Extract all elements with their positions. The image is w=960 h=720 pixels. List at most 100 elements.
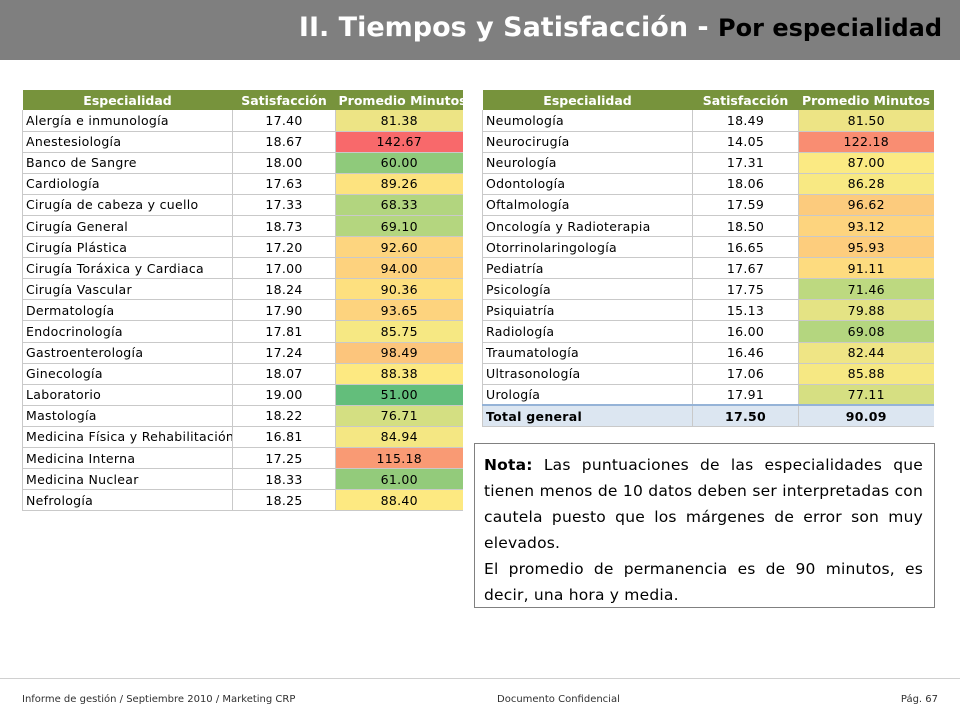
cell-promedio-minutos: 94.00 — [335, 257, 463, 280]
cell-satisfaccion: 18.22 — [232, 405, 336, 427]
cell-especialidad: Nefrología — [22, 489, 233, 512]
table-row: Cirugía Toráxica y Cardiaca 17.00 94.00 — [22, 257, 463, 280]
cell-especialidad: Laboratorio — [22, 384, 233, 406]
table-row: Oftalmología 17.59 96.62 — [482, 194, 934, 216]
cell-especialidad: Odontología — [482, 173, 693, 195]
page-title-main: II. Tiempos y Satisfacción - — [298, 12, 719, 43]
cell-satisfaccion: 17.20 — [232, 236, 336, 259]
cell-especialidad: Cardiología — [22, 173, 233, 195]
table-row: Nefrología 18.25 88.40 — [22, 489, 463, 512]
column-header-satisfaccion: Satisfacción — [232, 90, 336, 110]
cell-promedio-minutos: 89.26 — [335, 173, 463, 195]
table-row: Radiología 16.00 69.08 — [482, 320, 934, 343]
table-row: Gastroenterología 17.24 98.49 — [22, 342, 463, 364]
cell-promedio-minutos: 82.44 — [798, 342, 934, 364]
cell-especialidad: Medicina Nuclear — [22, 468, 233, 491]
total-satisfaccion: 17.50 — [692, 404, 799, 427]
table-row: Urología 17.91 77.11 — [482, 384, 934, 406]
cell-satisfaccion: 18.50 — [692, 215, 799, 238]
cell-especialidad: Alergía e inmunología — [22, 110, 233, 132]
note-paragraph-2: El promedio de permanencia es de 90 minu… — [484, 560, 923, 604]
table-row: Ginecología 18.07 88.38 — [22, 363, 463, 385]
table-row: Cirugía de cabeza y cuello 17.33 68.33 — [22, 194, 463, 216]
cell-promedio-minutos: 79.88 — [798, 299, 934, 322]
total-promedio: 90.09 — [798, 404, 934, 427]
cell-promedio-minutos: 88.40 — [335, 489, 463, 512]
table-row: Laboratorio 19.00 51.00 — [22, 384, 463, 406]
table-row: Medicina Nuclear 18.33 61.00 — [22, 468, 463, 491]
cell-especialidad: Medicina Física y Rehabilitación — [22, 426, 233, 449]
cell-especialidad: Oncología y Radioterapia — [482, 215, 693, 238]
cell-satisfaccion: 17.91 — [692, 384, 799, 406]
total-label: Total general — [482, 404, 693, 427]
footer-page-number: Pág. 67 — [900, 694, 938, 705]
cell-promedio-minutos: 51.00 — [335, 384, 463, 406]
cell-promedio-minutos: 92.60 — [335, 236, 463, 259]
cell-promedio-minutos: 71.46 — [798, 278, 934, 301]
cell-promedio-minutos: 76.71 — [335, 405, 463, 427]
cell-especialidad: Banco de Sangre — [22, 152, 233, 174]
total-row: Total general 17.50 90.09 — [482, 404, 934, 427]
cell-satisfaccion: 18.33 — [232, 468, 336, 491]
cell-especialidad: Ultrasonología — [482, 363, 693, 385]
table-row: Ultrasonología 17.06 85.88 — [482, 363, 934, 385]
cell-especialidad: Cirugía de cabeza y cuello — [22, 194, 233, 216]
cell-satisfaccion: 17.75 — [692, 278, 799, 301]
table-row: Neurología 17.31 87.00 — [482, 152, 934, 174]
cell-promedio-minutos: 88.38 — [335, 363, 463, 385]
table-row: Cirugía Plástica 17.20 92.60 — [22, 236, 463, 259]
cell-satisfaccion: 17.67 — [692, 257, 799, 280]
cell-especialidad: Oftalmología — [482, 194, 693, 216]
cell-especialidad: Dermatología — [22, 299, 233, 322]
table-row: Endocrinología 17.81 85.75 — [22, 320, 463, 343]
table-row: Cirugía General 18.73 69.10 — [22, 215, 463, 238]
cell-satisfaccion: 17.40 — [232, 110, 336, 132]
table-row: Alergía e inmunología 17.40 81.38 — [22, 110, 463, 132]
cell-promedio-minutos: 81.50 — [798, 110, 934, 132]
cell-promedio-minutos: 142.67 — [335, 131, 463, 153]
cell-especialidad: Psicología — [482, 278, 693, 301]
cell-satisfaccion: 17.25 — [232, 447, 336, 470]
specialty-table-right: Especialidad Satisfacción Promedio Minut… — [482, 90, 934, 427]
table-row: Odontología 18.06 86.28 — [482, 173, 934, 195]
cell-satisfaccion: 16.65 — [692, 236, 799, 259]
note-paragraph-1: Nota: Las puntuaciones de las especialid… — [484, 452, 923, 556]
cell-satisfaccion: 17.90 — [232, 299, 336, 322]
cell-satisfaccion: 14.05 — [692, 131, 799, 153]
cell-especialidad: Psiquiatría — [482, 299, 693, 322]
footer-center-text: Documento Confidencial — [497, 694, 620, 705]
table-row: Psicología 17.75 71.46 — [482, 278, 934, 301]
note-text-1: Las puntuaciones de las especialidades q… — [484, 456, 923, 552]
cell-especialidad: Cirugía Toráxica y Cardiaca — [22, 257, 233, 280]
page-title: II. Tiempos y Satisfacción - Por especia… — [299, 12, 942, 43]
table-row: Traumatología 16.46 82.44 — [482, 342, 934, 364]
table-row: Anestesiología 18.67 142.67 — [22, 131, 463, 153]
cell-especialidad: Anestesiología — [22, 131, 233, 153]
cell-promedio-minutos: 77.11 — [798, 384, 934, 406]
cell-promedio-minutos: 93.65 — [335, 299, 463, 322]
note-label: Nota: — [484, 456, 533, 474]
cell-especialidad: Traumatología — [482, 342, 693, 364]
cell-promedio-minutos: 69.08 — [798, 320, 934, 343]
page-title-sub: Por especialidad — [718, 14, 942, 42]
cell-promedio-minutos: 69.10 — [335, 215, 463, 238]
cell-promedio-minutos: 96.62 — [798, 194, 934, 216]
cell-especialidad: Medicina Interna — [22, 447, 233, 470]
cell-promedio-minutos: 87.00 — [798, 152, 934, 174]
cell-satisfaccion: 18.67 — [232, 131, 336, 153]
cell-satisfaccion: 18.06 — [692, 173, 799, 195]
table-row: Medicina Interna 17.25 115.18 — [22, 447, 463, 470]
table-header-row: Especialidad Satisfacción Promedio Minut… — [22, 90, 467, 110]
footer-divider — [0, 678, 960, 679]
column-header-especialidad: Especialidad — [22, 90, 233, 110]
cell-especialidad: Cirugía General — [22, 215, 233, 238]
cell-promedio-minutos: 85.88 — [798, 363, 934, 385]
cell-promedio-minutos: 85.75 — [335, 320, 463, 343]
cell-promedio-minutos: 98.49 — [335, 342, 463, 364]
cell-especialidad: Cirugía Plástica — [22, 236, 233, 259]
cell-satisfaccion: 18.00 — [232, 152, 336, 174]
column-header-promedio: Promedio Minutos — [798, 90, 934, 110]
cell-satisfaccion: 18.24 — [232, 278, 336, 301]
cell-especialidad: Endocrinología — [22, 320, 233, 343]
cell-satisfaccion: 18.49 — [692, 110, 799, 132]
